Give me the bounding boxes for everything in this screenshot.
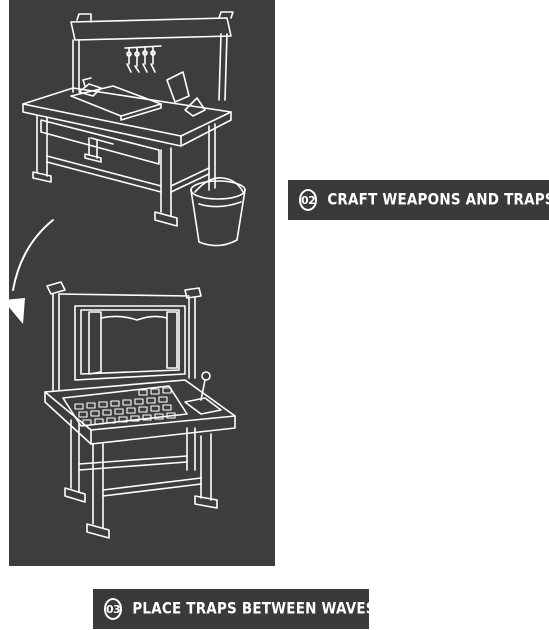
step-02-label: 02 CRAFT WEAPONS AND TRAPS	[288, 180, 549, 220]
step-number-badge: 03	[104, 598, 123, 620]
bucket-illustration	[190, 176, 246, 247]
step-number-badge: 02	[299, 189, 318, 211]
step-03-label: 03 PLACE TRAPS BETWEEN WAVES	[93, 589, 376, 629]
step-text: CRAFT WEAPONS AND TRAPS	[327, 190, 549, 210]
curved-arrow-icon	[9, 219, 54, 324]
trap-console-illustration	[44, 281, 236, 539]
workbench-illustration	[22, 11, 234, 227]
step-text: PLACE TRAPS BETWEEN WAVES	[132, 599, 376, 619]
illustration-panel	[9, 0, 275, 566]
